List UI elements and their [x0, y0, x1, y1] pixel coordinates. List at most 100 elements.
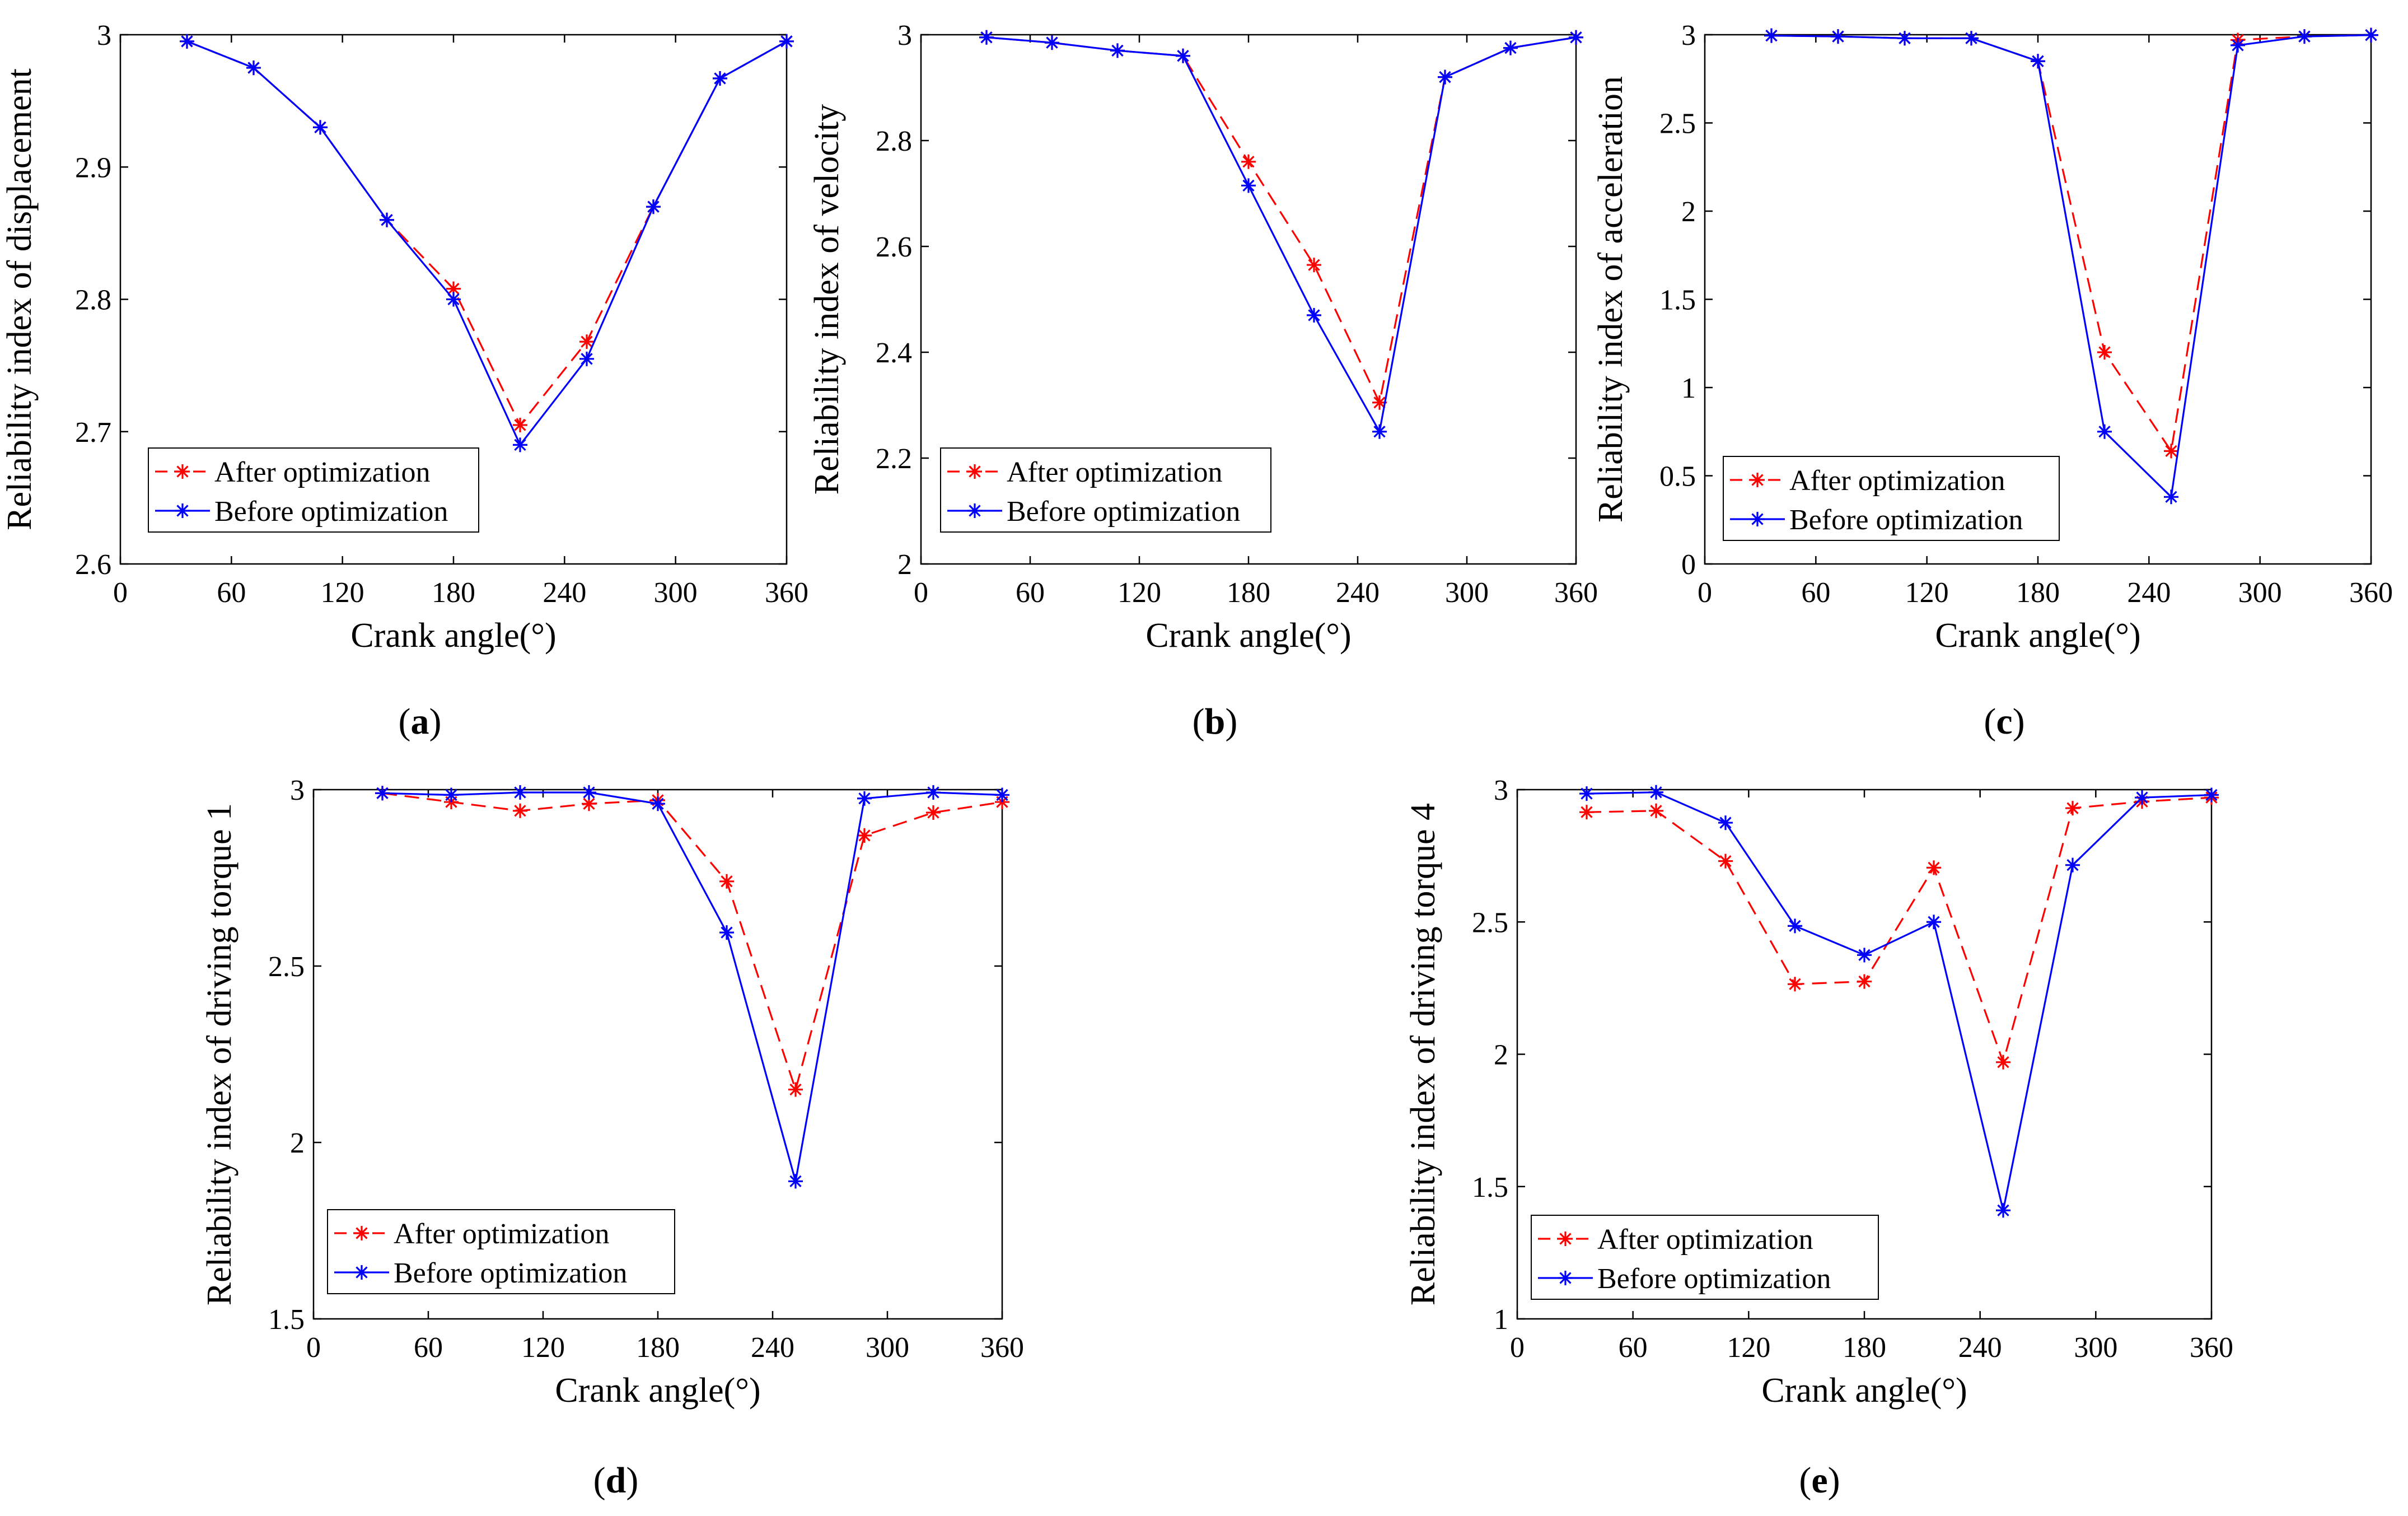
series-line-after: [986, 38, 1576, 403]
y-axis-title: Reliability index of driving torque 4: [1404, 803, 1442, 1305]
series-line-before: [382, 792, 1002, 1181]
y-tick-label: 1: [1494, 1304, 1508, 1336]
figure: 0 60 120 180 240 300 3602.62.72.82.93Crank ang…: [0, 0, 2408, 1516]
x-tick-label: 180: [2016, 577, 2060, 609]
data-point-before: [2164, 489, 2178, 504]
data-point-before: [1927, 915, 1941, 929]
x-tick-label: 60: [414, 1332, 443, 1364]
y-tick-label: 3: [1681, 20, 1696, 52]
y-tick-label: 2.9: [75, 152, 111, 184]
chart-panel-d: 0 60 120 180 240 300 3601.522.53Crank angle(°)…: [200, 775, 1024, 1501]
y-tick-label: 3: [1494, 775, 1508, 806]
data-point-before: [1764, 29, 1779, 43]
legend-marker: [1558, 1271, 1573, 1285]
data-point-after: [1788, 977, 1802, 991]
data-point-before: [444, 787, 459, 802]
y-tick-label: 2.5: [1659, 108, 1696, 140]
data-point-before: [713, 71, 727, 86]
x-tick-label: 360: [1554, 577, 1598, 609]
x-tick-label: 300: [2238, 577, 2282, 609]
data-point-before: [646, 199, 661, 214]
data-point-before: [779, 34, 794, 49]
legend-marker: [175, 464, 190, 479]
x-tick-label: 0: [1510, 1332, 1525, 1364]
data-point-after: [926, 805, 941, 820]
y-tick-label: 2.7: [75, 417, 111, 449]
y-tick-label: 2.8: [876, 125, 912, 157]
y-tick-label: 1.5: [1659, 284, 1696, 316]
data-point-before: [2297, 29, 2312, 44]
data-point-before: [375, 786, 390, 800]
x-tick-label: 0: [113, 577, 128, 609]
data-point-before: [1831, 29, 1845, 44]
series-line-after: [187, 41, 787, 425]
x-tick-label: 360: [2349, 577, 2393, 609]
y-tick-label: 1: [1681, 372, 1696, 404]
data-point-before: [1579, 786, 1594, 801]
x-axis-title: Crank angle(°): [350, 617, 556, 655]
data-point-after: [1927, 860, 1941, 875]
y-tick-label: 0.5: [1659, 461, 1696, 493]
legend-label: Before optimization: [394, 1257, 627, 1289]
series-line-after: [382, 793, 1002, 1089]
x-tick-label: 300: [2074, 1332, 2117, 1364]
x-tick-label: 360: [980, 1332, 1024, 1364]
y-tick-label: 2.6: [876, 231, 912, 263]
data-point-before: [995, 787, 1009, 802]
x-tick-label: 120: [1118, 577, 1161, 609]
y-tick-label: 2: [1494, 1039, 1508, 1071]
data-point-after: [513, 804, 527, 818]
x-tick-label: 0: [306, 1332, 321, 1364]
x-axis-title: Crank angle(°): [1761, 1372, 1967, 1410]
data-point-before: [1569, 30, 1583, 45]
y-tick-label: 2.4: [876, 337, 912, 369]
chart-panel-a: 0 60 120 180 240 300 360 2.6 2.7 2.8 2.9 3 Crank ang…: [1, 20, 808, 742]
x-tick-label: 240: [1336, 577, 1380, 609]
legend-marker: [967, 464, 982, 479]
x-tick-label: 120: [1727, 1332, 1770, 1364]
legend-marker: [967, 503, 982, 518]
legend-label: After optimization: [1597, 1224, 1813, 1256]
data-point-before: [1110, 43, 1125, 58]
series-line-before: [1587, 792, 2211, 1211]
y-tick-label: 2.6: [75, 549, 111, 581]
legend-label: Before optimization: [1007, 496, 1240, 528]
chart-panel-c: 0 60 120 180 240 300 360 0 0.5 1 1.5 2 2.5 3 Crank ang…: [1592, 20, 2393, 742]
data-point-before: [246, 60, 261, 75]
data-point-before: [979, 30, 994, 45]
data-point-before: [926, 785, 941, 800]
y-tick-label: 2.5: [1472, 907, 1508, 939]
legend-marker: [1558, 1232, 1573, 1246]
y-tick-label: 1.5: [1472, 1172, 1508, 1204]
data-point-after: [788, 1083, 803, 1097]
data-point-after: [1579, 805, 1594, 819]
data-point-before: [1307, 308, 1321, 323]
x-tick-label: 300: [1445, 577, 1489, 609]
data-point-before: [719, 925, 734, 940]
data-point-after: [2097, 345, 2112, 360]
y-axis-title: Reliability index of displacement: [1, 68, 39, 530]
y-tick-label: 3: [897, 20, 912, 52]
legend-marker: [354, 1265, 369, 1280]
data-point-before: [446, 292, 461, 307]
x-tick-label: 60: [1801, 577, 1830, 609]
series-line-before: [1771, 35, 2371, 497]
x-tick-label: 0: [914, 577, 928, 609]
data-point-before: [2097, 425, 2112, 439]
panel-label: (b): [1193, 701, 1238, 742]
x-tick-label: 240: [2127, 577, 2171, 609]
series-line-before: [187, 41, 787, 445]
y-tick-label: 2.8: [75, 284, 111, 316]
y-tick-label: 3: [97, 20, 111, 52]
y-tick-label: 0: [1681, 549, 1696, 581]
chart-panel-e: 0 60 120 180 240 300 360 1 1.5 2 2.5 3 Crank angle(°…: [1404, 775, 2233, 1501]
x-axis-title: Crank angle(°): [1145, 617, 1351, 655]
y-tick-label: 2.5: [268, 951, 305, 983]
data-point-before: [1438, 70, 1452, 85]
data-point-before: [857, 791, 872, 806]
legend-label: After optimization: [1789, 465, 2005, 497]
panel-label: (a): [399, 701, 442, 742]
data-point-before: [579, 352, 594, 366]
y-tick-label: 2: [1681, 196, 1696, 228]
data-point-after: [513, 418, 527, 432]
